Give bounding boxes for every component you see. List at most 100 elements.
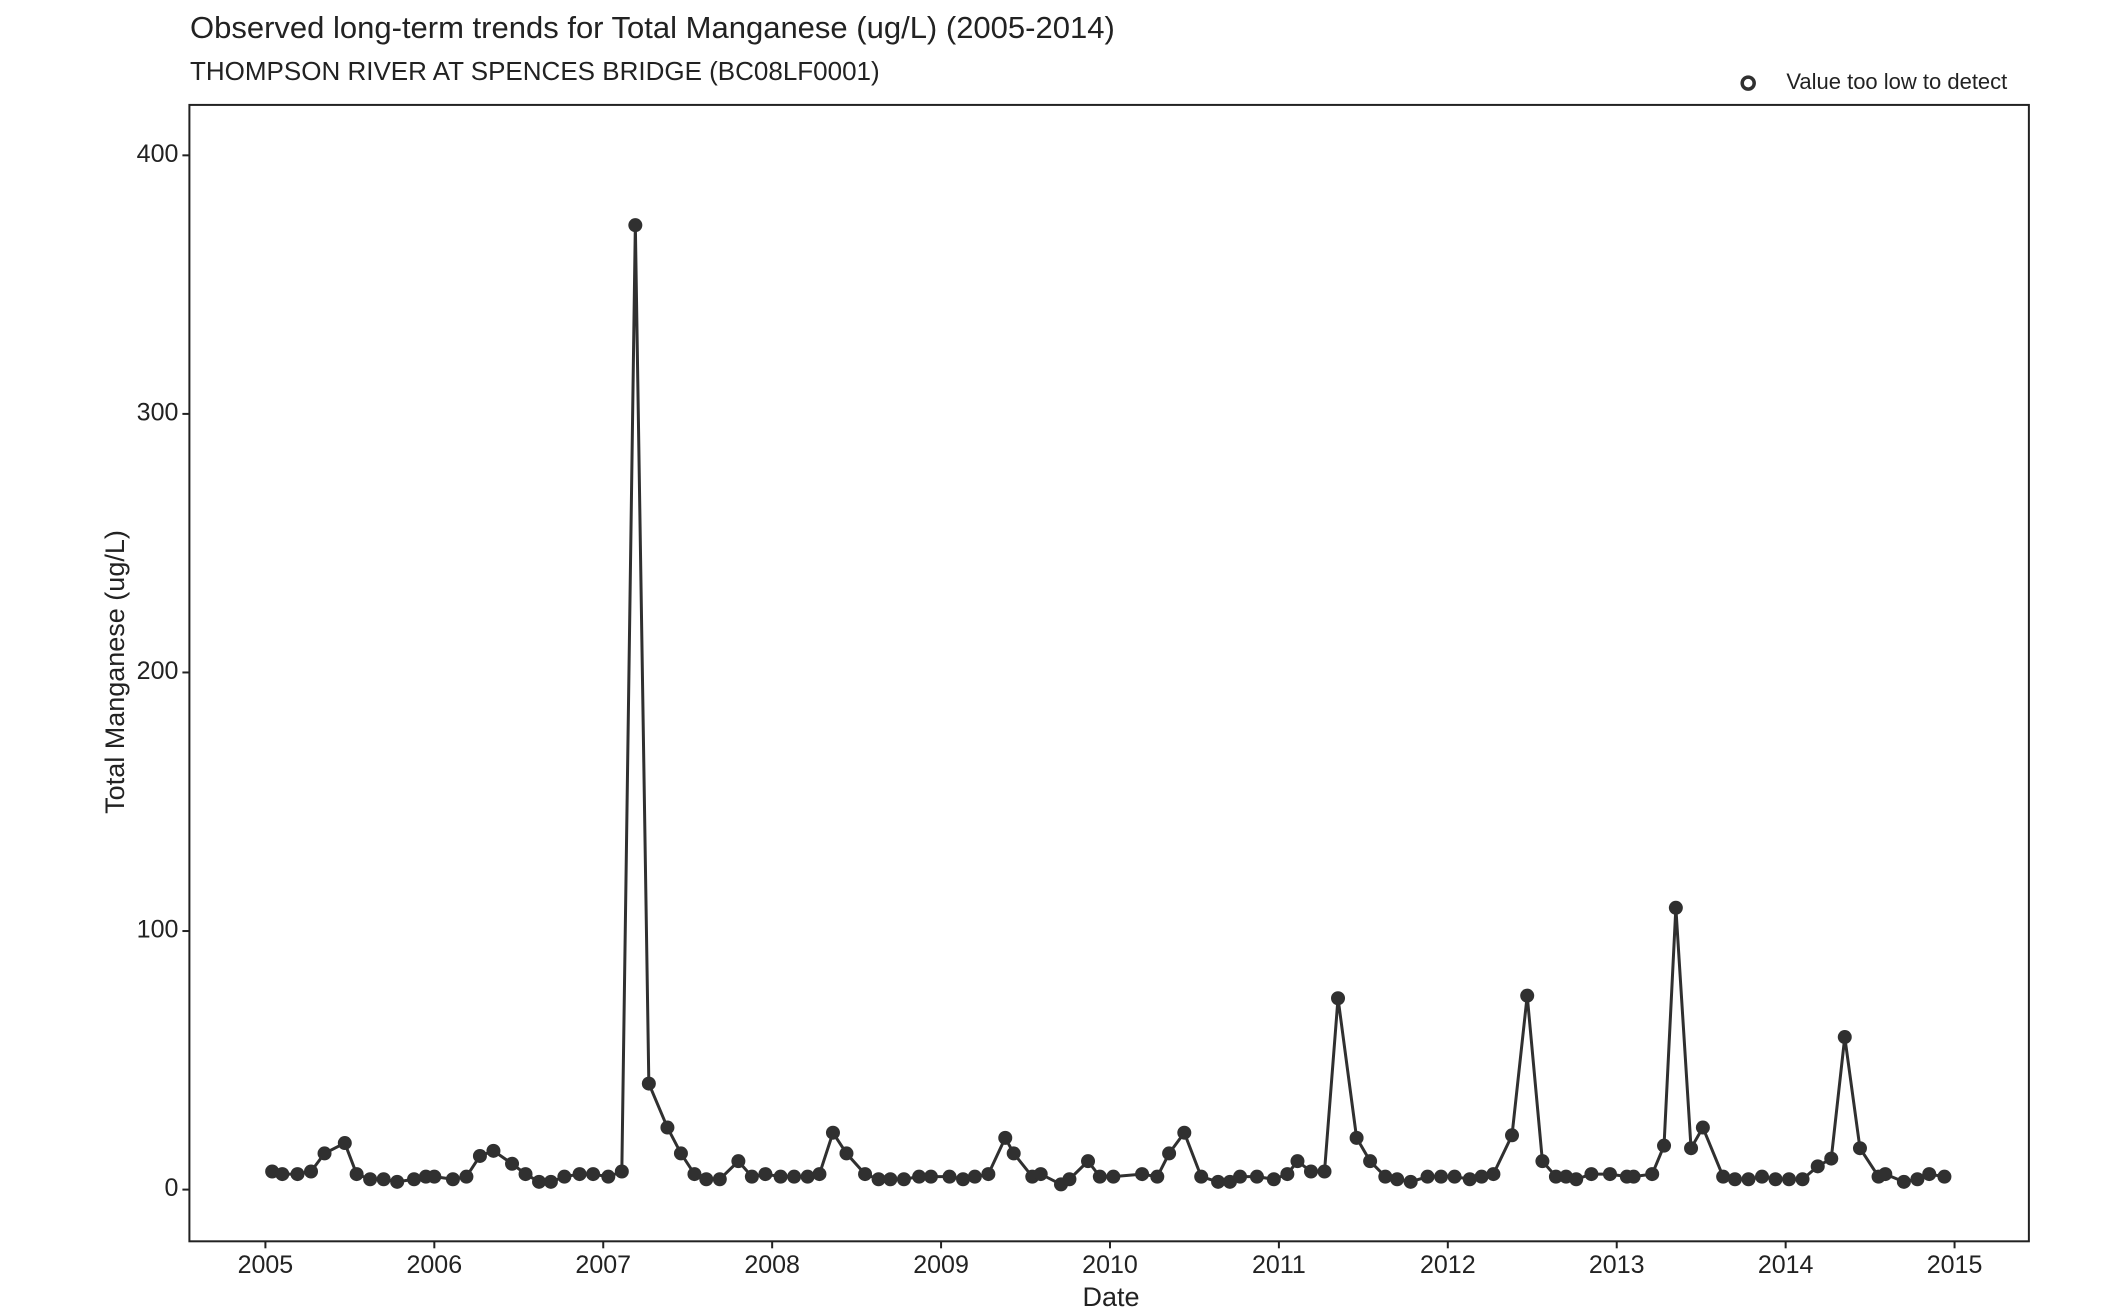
data-point — [687, 1167, 702, 1182]
data-point — [731, 1154, 746, 1169]
data-point — [1249, 1169, 1264, 1184]
data-point — [712, 1172, 727, 1187]
y-tick-label: 400 — [137, 140, 179, 168]
data-point — [1331, 991, 1346, 1006]
data-point — [1626, 1169, 1641, 1184]
chart-title: Observed long-term trends for Total Mang… — [190, 10, 1115, 45]
x-tick-label: 2013 — [1589, 1251, 1645, 1279]
data-point — [1657, 1138, 1672, 1153]
data-point — [1486, 1167, 1501, 1182]
x-tick-label: 2007 — [575, 1251, 631, 1279]
plot-panel — [188, 103, 2030, 1243]
data-point — [923, 1169, 938, 1184]
data-point — [486, 1143, 501, 1158]
data-point — [1390, 1172, 1405, 1187]
data-point — [1062, 1172, 1077, 1187]
data-point — [1363, 1154, 1378, 1169]
data-point — [349, 1167, 364, 1182]
data-point — [1910, 1172, 1925, 1187]
data-point — [825, 1125, 840, 1140]
data-point — [787, 1169, 802, 1184]
data-point — [1727, 1172, 1742, 1187]
data-point — [1922, 1167, 1937, 1182]
data-point — [1684, 1141, 1699, 1156]
data-point — [543, 1174, 558, 1189]
data-point — [1233, 1169, 1248, 1184]
data-point — [1106, 1169, 1121, 1184]
data-point — [1602, 1167, 1617, 1182]
data-point — [1211, 1174, 1226, 1189]
data-point — [1135, 1167, 1150, 1182]
data-point — [660, 1120, 675, 1135]
data-line — [271, 225, 1945, 1187]
data-point — [1520, 988, 1535, 1003]
x-tick-label: 2008 — [744, 1251, 800, 1279]
data-point — [1716, 1169, 1731, 1184]
data-point — [998, 1130, 1013, 1145]
data-point — [1505, 1128, 1520, 1143]
y-tick-label: 300 — [137, 399, 179, 427]
data-point — [601, 1169, 616, 1184]
data-point — [1349, 1130, 1364, 1145]
data-point — [1280, 1167, 1295, 1182]
data-point — [1824, 1151, 1839, 1166]
data-point — [337, 1136, 352, 1151]
data-point — [1194, 1169, 1209, 1184]
data-point — [839, 1146, 854, 1161]
x-tick-label: 2005 — [238, 1251, 294, 1279]
data-point — [1403, 1174, 1418, 1189]
data-point — [532, 1174, 547, 1189]
data-point — [1878, 1167, 1893, 1182]
data-point — [1695, 1120, 1710, 1135]
data-point — [407, 1172, 422, 1187]
data-point — [518, 1167, 533, 1182]
data-point — [1162, 1146, 1177, 1161]
data-point — [858, 1167, 873, 1182]
data-point — [896, 1172, 911, 1187]
data-point — [883, 1172, 898, 1187]
data-point — [1434, 1169, 1449, 1184]
data-point — [1420, 1169, 1435, 1184]
data-point — [1584, 1167, 1599, 1182]
data-point — [1092, 1169, 1107, 1184]
data-point — [699, 1172, 714, 1187]
x-axis-title: Date — [1082, 1282, 1139, 1309]
x-tick-label: 2012 — [1420, 1251, 1476, 1279]
data-point — [304, 1164, 319, 1179]
data-point — [459, 1169, 474, 1184]
data-point — [1462, 1172, 1477, 1187]
data-point — [1150, 1169, 1165, 1184]
data-point — [1782, 1172, 1797, 1187]
x-tick-label: 2011 — [1252, 1251, 1306, 1279]
data-point — [744, 1169, 759, 1184]
data-point — [614, 1164, 629, 1179]
data-point — [1741, 1172, 1756, 1187]
legend-label: Value too low to detect — [1786, 69, 2007, 94]
x-tick-label: 2006 — [407, 1251, 463, 1279]
data-point — [390, 1174, 405, 1189]
data-point — [290, 1167, 305, 1182]
data-point — [1081, 1154, 1096, 1169]
data-point — [363, 1172, 378, 1187]
data-point — [1548, 1169, 1563, 1184]
data-point — [871, 1172, 886, 1187]
data-point — [773, 1169, 788, 1184]
data-point — [912, 1169, 927, 1184]
data-point — [1006, 1146, 1021, 1161]
data-point — [427, 1169, 442, 1184]
x-tick-label: 2014 — [1758, 1251, 1814, 1279]
data-point — [641, 1076, 656, 1091]
data-point — [1754, 1169, 1769, 1184]
data-point — [1290, 1154, 1305, 1169]
data-point — [981, 1167, 996, 1182]
data-point — [1303, 1164, 1318, 1179]
x-tick-label: 2010 — [1082, 1251, 1138, 1279]
data-point — [1896, 1174, 1911, 1189]
data-point — [812, 1167, 827, 1182]
data-point — [942, 1169, 957, 1184]
data-point — [1810, 1159, 1825, 1174]
y-tick-label: 200 — [137, 657, 179, 685]
data-point — [1177, 1125, 1192, 1140]
y-tick-label: 100 — [137, 916, 179, 944]
